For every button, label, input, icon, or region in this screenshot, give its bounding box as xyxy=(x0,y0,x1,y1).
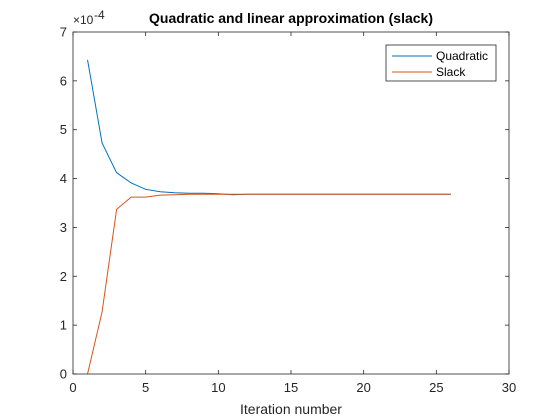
x-tick-label: 5 xyxy=(142,380,149,395)
x-axis-label: Iteration number xyxy=(240,401,342,417)
y-exponent: ×10 -4 xyxy=(73,8,105,27)
y-tick-label: 3 xyxy=(60,220,67,235)
y-tick-label: 7 xyxy=(60,25,67,40)
x-tick-label: 20 xyxy=(356,380,370,395)
x-tick-label: 10 xyxy=(211,380,225,395)
y-tick-label: 6 xyxy=(60,73,67,88)
y-tick-label: 4 xyxy=(60,171,67,186)
legend-label-slack: Slack xyxy=(436,65,466,79)
y-tick-label: 2 xyxy=(60,269,67,284)
x-tick-label: 0 xyxy=(69,380,76,395)
x-tick-label: 15 xyxy=(284,380,298,395)
chart-title: Quadratic and linear approximation (slac… xyxy=(149,10,433,26)
series-layer xyxy=(87,59,451,375)
series-line-slack xyxy=(87,193,451,375)
y-exponent-base: ×10 xyxy=(73,13,94,27)
plot-area xyxy=(73,32,509,374)
ticks-layer: 0 5 10 15 20 25 30 0 1 2 3 4 5 6 7 xyxy=(60,25,516,396)
y-exponent-power: -4 xyxy=(94,8,105,22)
legend: Quadratic Slack xyxy=(385,44,497,82)
y-tick-label: 1 xyxy=(60,318,67,333)
x-tick-label: 30 xyxy=(502,380,516,395)
legend-box xyxy=(385,44,497,82)
x-tick-label: 25 xyxy=(429,380,443,395)
y-tick-label: 5 xyxy=(60,122,67,137)
y-tick-label: 0 xyxy=(60,367,67,382)
legend-label-quadratic: Quadratic xyxy=(436,49,488,63)
